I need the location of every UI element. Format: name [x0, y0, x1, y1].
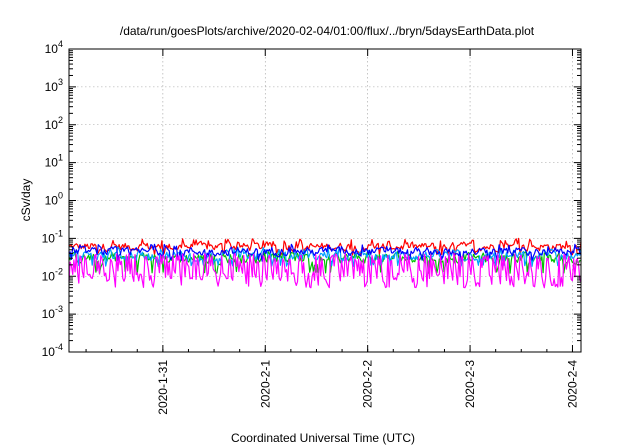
x-tick-label: 2020-2-4	[565, 360, 579, 408]
y-tick-label-base: 10	[45, 118, 59, 132]
y-tick-label-exponent: 2	[58, 115, 63, 125]
y-tick-label: 103	[45, 77, 63, 94]
y-tick-label: 10-4	[42, 342, 63, 359]
x-tick-label: 2020-2-3	[463, 360, 477, 408]
y-tick-label: 10-1	[42, 228, 63, 245]
series-line	[68, 237, 582, 256]
y-tick-label-exponent: -2	[55, 266, 63, 276]
x-tick-label: 2020-1-31	[156, 360, 170, 415]
y-tick-label-base: 10	[45, 80, 59, 94]
y-tick-label-exponent: -4	[55, 342, 63, 352]
y-tick-label: 102	[45, 115, 63, 132]
y-tick-label: 10-2	[42, 266, 63, 283]
y-tick-label: 10-3	[42, 304, 63, 321]
y-tick-label-exponent: -3	[55, 304, 63, 314]
x-tick-label: 2020-2-1	[258, 360, 272, 408]
y-tick-label: 101	[45, 153, 63, 170]
y-tick-label-base: 10	[45, 156, 59, 170]
series-lines	[68, 237, 582, 289]
y-axis-label: cSv/day	[19, 179, 33, 222]
x-tick-label: 2020-2-2	[361, 360, 375, 408]
y-tick-label: 104	[45, 39, 63, 56]
y-tick-label-base: 10	[45, 194, 59, 208]
y-tick-label-exponent: 4	[58, 39, 63, 49]
y-tick-label-base: 10	[42, 345, 56, 359]
y-tick-label-exponent: 1	[58, 153, 63, 163]
y-tick-label-exponent: 3	[58, 77, 63, 87]
y-tick-label-exponent: 0	[58, 191, 63, 201]
y-tick-label-base: 10	[42, 231, 56, 245]
axis-ticks	[69, 48, 581, 353]
series-line	[68, 252, 582, 289]
y-tick-label-exponent: -1	[55, 228, 63, 238]
series-line	[68, 243, 582, 262]
y-tick-label: 100	[45, 191, 63, 208]
y-tick-label-base: 10	[42, 269, 56, 283]
y-tick-label-base: 10	[45, 42, 59, 56]
grid-lines	[69, 49, 581, 352]
chart-title: /data/run/goesPlots/archive/2020-02-04/0…	[120, 24, 535, 38]
series-line	[68, 246, 582, 268]
x-axis-label: Coordinated Universal Time (UTC)	[231, 431, 415, 445]
y-tick-label-base: 10	[42, 307, 56, 321]
x-tick-labels: 2020-1-31 2020-2-1 2020-2-2 2020-2-3 2020-2-…	[156, 360, 580, 415]
